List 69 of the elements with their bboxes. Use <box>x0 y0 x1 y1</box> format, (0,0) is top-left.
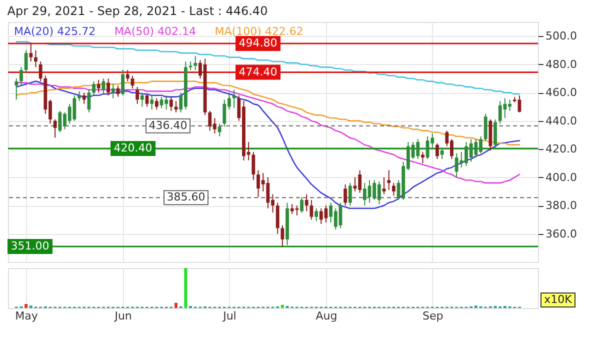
candlestick <box>53 118 57 138</box>
ref-line-label: 351.00 <box>10 239 50 252</box>
y-tick-label: 440.0 <box>546 114 577 128</box>
candlestick <box>304 194 308 212</box>
candlestick <box>29 42 33 62</box>
text: x10K <box>544 293 573 306</box>
candlestick <box>484 113 488 142</box>
text: MA(100) 422.62 <box>214 25 304 38</box>
x-tick-label: Aug <box>316 310 338 322</box>
candlestick <box>174 100 178 113</box>
candlestick <box>392 182 396 196</box>
candlestick <box>82 92 86 104</box>
candlestick <box>280 224 284 247</box>
candlestick <box>20 66 23 86</box>
candlestick <box>24 50 28 74</box>
candlestick <box>276 202 280 234</box>
candlestick <box>154 98 158 110</box>
x-tick-label: Jul <box>222 310 236 322</box>
candlestick <box>34 50 38 68</box>
y-tick-label: 360.0 <box>546 227 577 240</box>
candlestick <box>38 61 42 82</box>
text: MA(20) 425.72 <box>14 25 96 38</box>
ref-line-label: 420.40 <box>114 141 152 154</box>
candlestick <box>344 184 348 206</box>
x-tick-label: Jun <box>114 310 132 322</box>
candlestick <box>150 94 154 110</box>
bar <box>280 304 284 308</box>
chart-title: Apr 29, 2021 - Sep 28, 2021 - Last : 446.40 <box>7 4 268 18</box>
candlestick <box>421 151 424 164</box>
candlestick <box>494 118 497 150</box>
ref-line-label: 494.80 <box>238 36 278 50</box>
y-tick-label: 420.0 <box>546 142 577 156</box>
candlestick <box>14 78 18 100</box>
candlestick <box>440 147 444 160</box>
ref-line-label: 385.60 <box>166 190 206 204</box>
candlestick <box>92 80 96 96</box>
candlestick <box>121 70 125 96</box>
x-tick-label: May <box>15 310 38 322</box>
candlestick <box>78 90 81 102</box>
candlestick <box>252 151 256 181</box>
candlestick <box>87 89 91 113</box>
candlestick <box>348 182 352 206</box>
text: MA(50) 402.14 <box>114 25 196 38</box>
bar <box>174 302 178 308</box>
candlestick <box>314 208 318 222</box>
y-tick-label: 460.0 <box>546 86 577 100</box>
y-tick-label: 500.0 <box>546 30 577 43</box>
bar <box>184 268 188 308</box>
candlestick <box>140 92 144 108</box>
y-tick-label: 400.0 <box>546 170 577 184</box>
ref-line-label: 474.40 <box>238 65 278 78</box>
candlestick <box>300 196 304 214</box>
candlestick <box>126 70 130 82</box>
candlestick <box>387 170 391 190</box>
candlestick <box>169 96 173 112</box>
candlestick <box>111 84 115 99</box>
candlestick <box>96 79 100 94</box>
candlestick <box>106 78 110 96</box>
candlestick <box>232 89 236 109</box>
candlestick <box>194 55 198 70</box>
candlestick <box>136 86 140 104</box>
x-tick-label: Sep <box>422 310 444 322</box>
candlestick <box>436 142 439 160</box>
y-tick-label: 480.0 <box>546 58 577 71</box>
candlestick <box>382 176 386 195</box>
candlestick <box>310 199 314 220</box>
bar <box>24 304 28 308</box>
ref-line-label: 436.40 <box>148 118 188 132</box>
y-tick-label: 380.0 <box>546 199 577 212</box>
